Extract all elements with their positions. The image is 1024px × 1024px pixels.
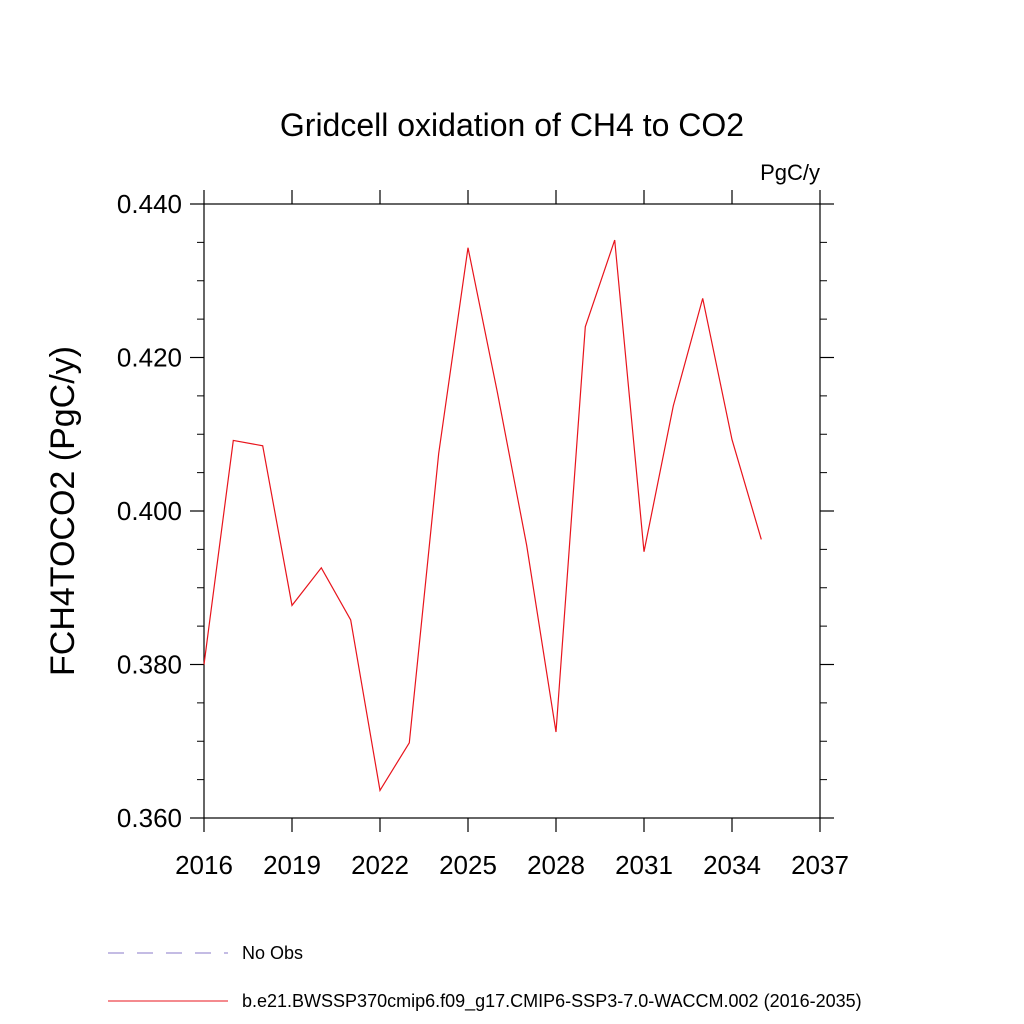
x-tick-label: 2019 [263,850,321,880]
chart-title: Gridcell oxidation of CH4 to CO2 [280,107,744,143]
x-tick-label: 2022 [351,850,409,880]
series-line [203,239,762,793]
legend-label: b.e21.BWSSP370cmip6.f09_g17.CMIP6-SSP3-7… [242,991,862,1012]
x-tick-label: 2031 [615,850,673,880]
x-tick-label: 2016 [175,850,233,880]
x-tick-label: 2037 [791,850,849,880]
x-axis: 2016 2019 2022 2025 2028 2031 2034 2037 [175,190,849,880]
x-tick-label: 2025 [439,850,497,880]
y-tick-label: 0.360 [117,803,182,833]
x-tick-label: 2028 [527,850,585,880]
y-axis-label: FCH4TOCO2 (PgC/y) [44,346,82,676]
y-tick-label: 0.400 [117,496,182,526]
y-tick-label: 0.440 [117,189,182,219]
legend-label: No Obs [242,943,303,963]
legend: No Obs b.e21.BWSSP370cmip6.f09_g17.CMIP6-… [108,943,862,1012]
units-label: PgC/y [760,160,820,185]
y-axis: 0.360 0.380 0.400 0.420 0.440 [117,189,834,833]
y-tick-label: 0.380 [117,650,182,680]
x-tick-label: 2034 [703,850,761,880]
y-tick-label: 0.420 [117,343,182,373]
plot-frame [203,203,821,819]
series-layer [203,239,762,793]
